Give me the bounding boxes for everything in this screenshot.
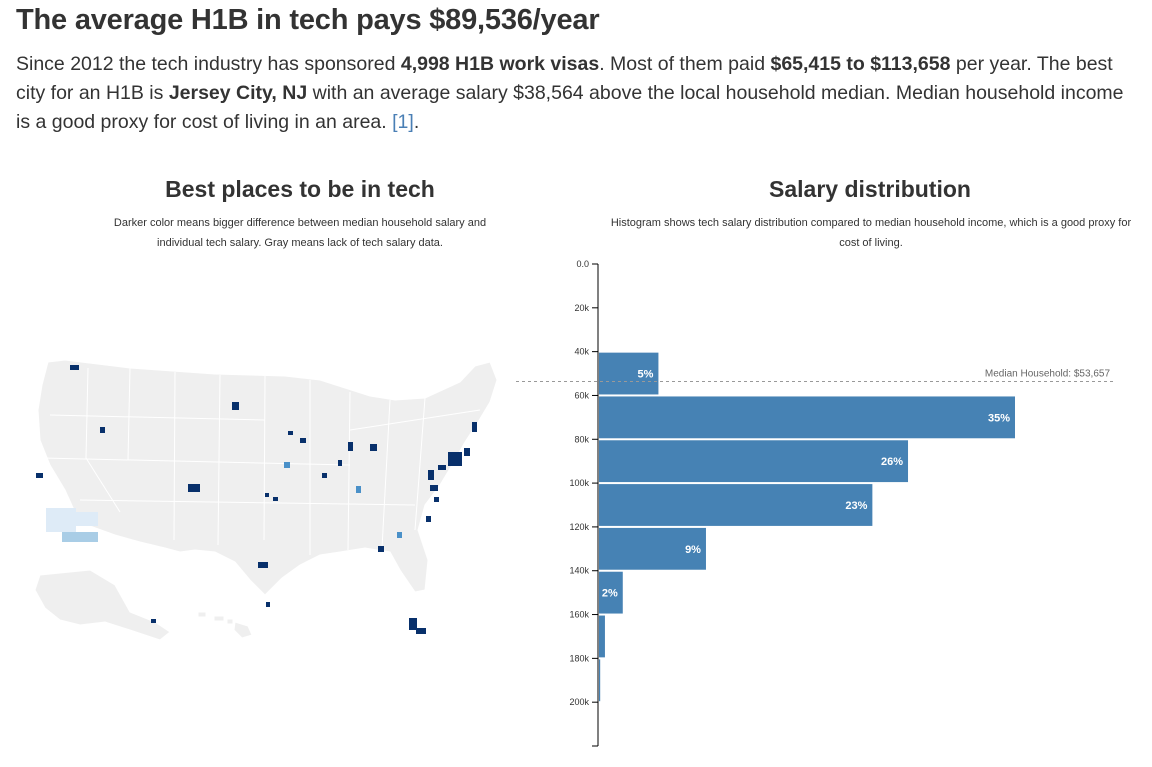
page-title: The average H1B in tech pays $89,536/yea… xyxy=(16,4,600,36)
map-region-dark xyxy=(266,602,270,607)
y-tick-label: 120k xyxy=(569,522,589,532)
y-tick-label: 20k xyxy=(574,303,589,313)
map-region-dark xyxy=(232,402,239,410)
map-region-dark xyxy=(188,484,200,492)
bar-value-label: 5% xyxy=(638,369,654,381)
map-region-pale xyxy=(76,512,98,526)
map-region-dark xyxy=(416,628,426,634)
map-region-dark xyxy=(273,497,278,501)
map-region-dark xyxy=(36,473,43,478)
map-region-dark xyxy=(434,497,439,502)
bar-value-label: 26% xyxy=(881,456,903,468)
map-region-light xyxy=(62,532,98,542)
y-tick-label: 0.0 xyxy=(576,259,589,269)
y-tick-label: 80k xyxy=(574,434,589,444)
map-region-dark xyxy=(151,619,156,623)
y-tick-label: 180k xyxy=(569,653,589,663)
map-region-dark xyxy=(288,431,293,435)
intro-text-5: . xyxy=(413,111,420,133)
map-region-dark xyxy=(428,470,434,480)
histogram-bar xyxy=(599,659,601,702)
map-region-pale xyxy=(46,508,76,532)
map-region-dark xyxy=(300,438,306,443)
map-region-dark xyxy=(348,442,353,451)
map-state-hawaii[interactable] xyxy=(233,621,253,639)
histogram-bar xyxy=(599,527,706,570)
intro-text-4: with an average salary $38,564 above the… xyxy=(16,82,1124,133)
map-region-mid xyxy=(397,532,402,538)
map-region-dark xyxy=(100,427,105,433)
map-region-dark xyxy=(464,448,470,456)
histogram-title: Salary distribution xyxy=(769,176,971,202)
map-region-dark xyxy=(426,516,431,522)
map-title: Best places to be in tech xyxy=(165,176,435,202)
map-state-alaska[interactable] xyxy=(34,569,171,641)
histogram-bar xyxy=(599,615,605,658)
map-region-dark xyxy=(438,465,446,470)
y-tick-label: 40k xyxy=(574,347,589,357)
map-region-mid xyxy=(356,486,361,493)
map-region-dark xyxy=(322,473,327,478)
map-region-dark xyxy=(409,618,417,630)
median-label: Median Household: $53,657 xyxy=(985,369,1111,380)
map-region-dark xyxy=(430,485,438,491)
bar-value-label: 23% xyxy=(845,500,867,512)
bar-value-label: 9% xyxy=(685,544,701,556)
map-region-dark xyxy=(258,562,268,568)
map-region-dark xyxy=(472,422,477,432)
map-region-mid xyxy=(284,462,290,468)
histogram-subtitle: Histogram shows tech salary distribution… xyxy=(610,217,1132,249)
map-subtitle: Darker color means bigger difference bet… xyxy=(113,217,487,249)
bar-value-label: 35% xyxy=(988,412,1010,424)
histogram-bars: 5% 35% 26% 23% 9% 2% xyxy=(599,352,1015,702)
y-tick-label: 100k xyxy=(569,478,589,488)
intro-salary-range: $65,415 to $113,658 xyxy=(770,53,951,75)
map-highlights xyxy=(36,365,477,634)
y-tick-label: 160k xyxy=(569,610,589,620)
map-region-dark xyxy=(265,493,269,497)
histogram-chart: 0.020k40k60k80k100k120k140k160k180k200k … xyxy=(516,259,1114,747)
intro-visa-count: 4,998 H1B work visas xyxy=(400,53,600,75)
map-region-dark xyxy=(338,460,342,466)
median-household-marker: Median Household: $53,657 xyxy=(516,369,1114,383)
map-state-borders xyxy=(41,367,481,555)
intro-paragraph: Since 2012 the tech industry has sponsor… xyxy=(16,50,1126,137)
y-axis: 0.0 20k 40k 60k 80k 100k 120k 140k 160k 180k 200k xyxy=(569,259,599,747)
histogram-bar xyxy=(599,484,873,526)
map-region-dark xyxy=(70,365,79,370)
us-map[interactable] xyxy=(20,340,520,650)
intro-text-2: . Most of them paid xyxy=(599,53,771,75)
footnote-link[interactable]: [1] xyxy=(392,111,414,133)
y-tick-label: 60k xyxy=(574,390,589,400)
histogram-bar xyxy=(599,571,623,614)
intro-text-3: per year. The best city for an H1B is xyxy=(16,53,1113,104)
map-region-dark xyxy=(448,452,462,466)
y-tick-label: 140k xyxy=(569,566,589,576)
map-region-dark xyxy=(378,546,384,552)
y-tick-label: 200k xyxy=(569,697,589,707)
histogram-bar xyxy=(599,396,1015,439)
histogram-bar xyxy=(599,352,659,395)
intro-best-city: Jersey City, NJ xyxy=(168,82,308,104)
histogram-bar xyxy=(599,440,909,483)
map-state-hawaii-islands[interactable] xyxy=(197,611,234,625)
map-region-dark xyxy=(370,444,377,451)
bar-value-label: 2% xyxy=(602,588,618,600)
intro-text-1: Since 2012 the tech industry has sponsor… xyxy=(16,53,401,75)
